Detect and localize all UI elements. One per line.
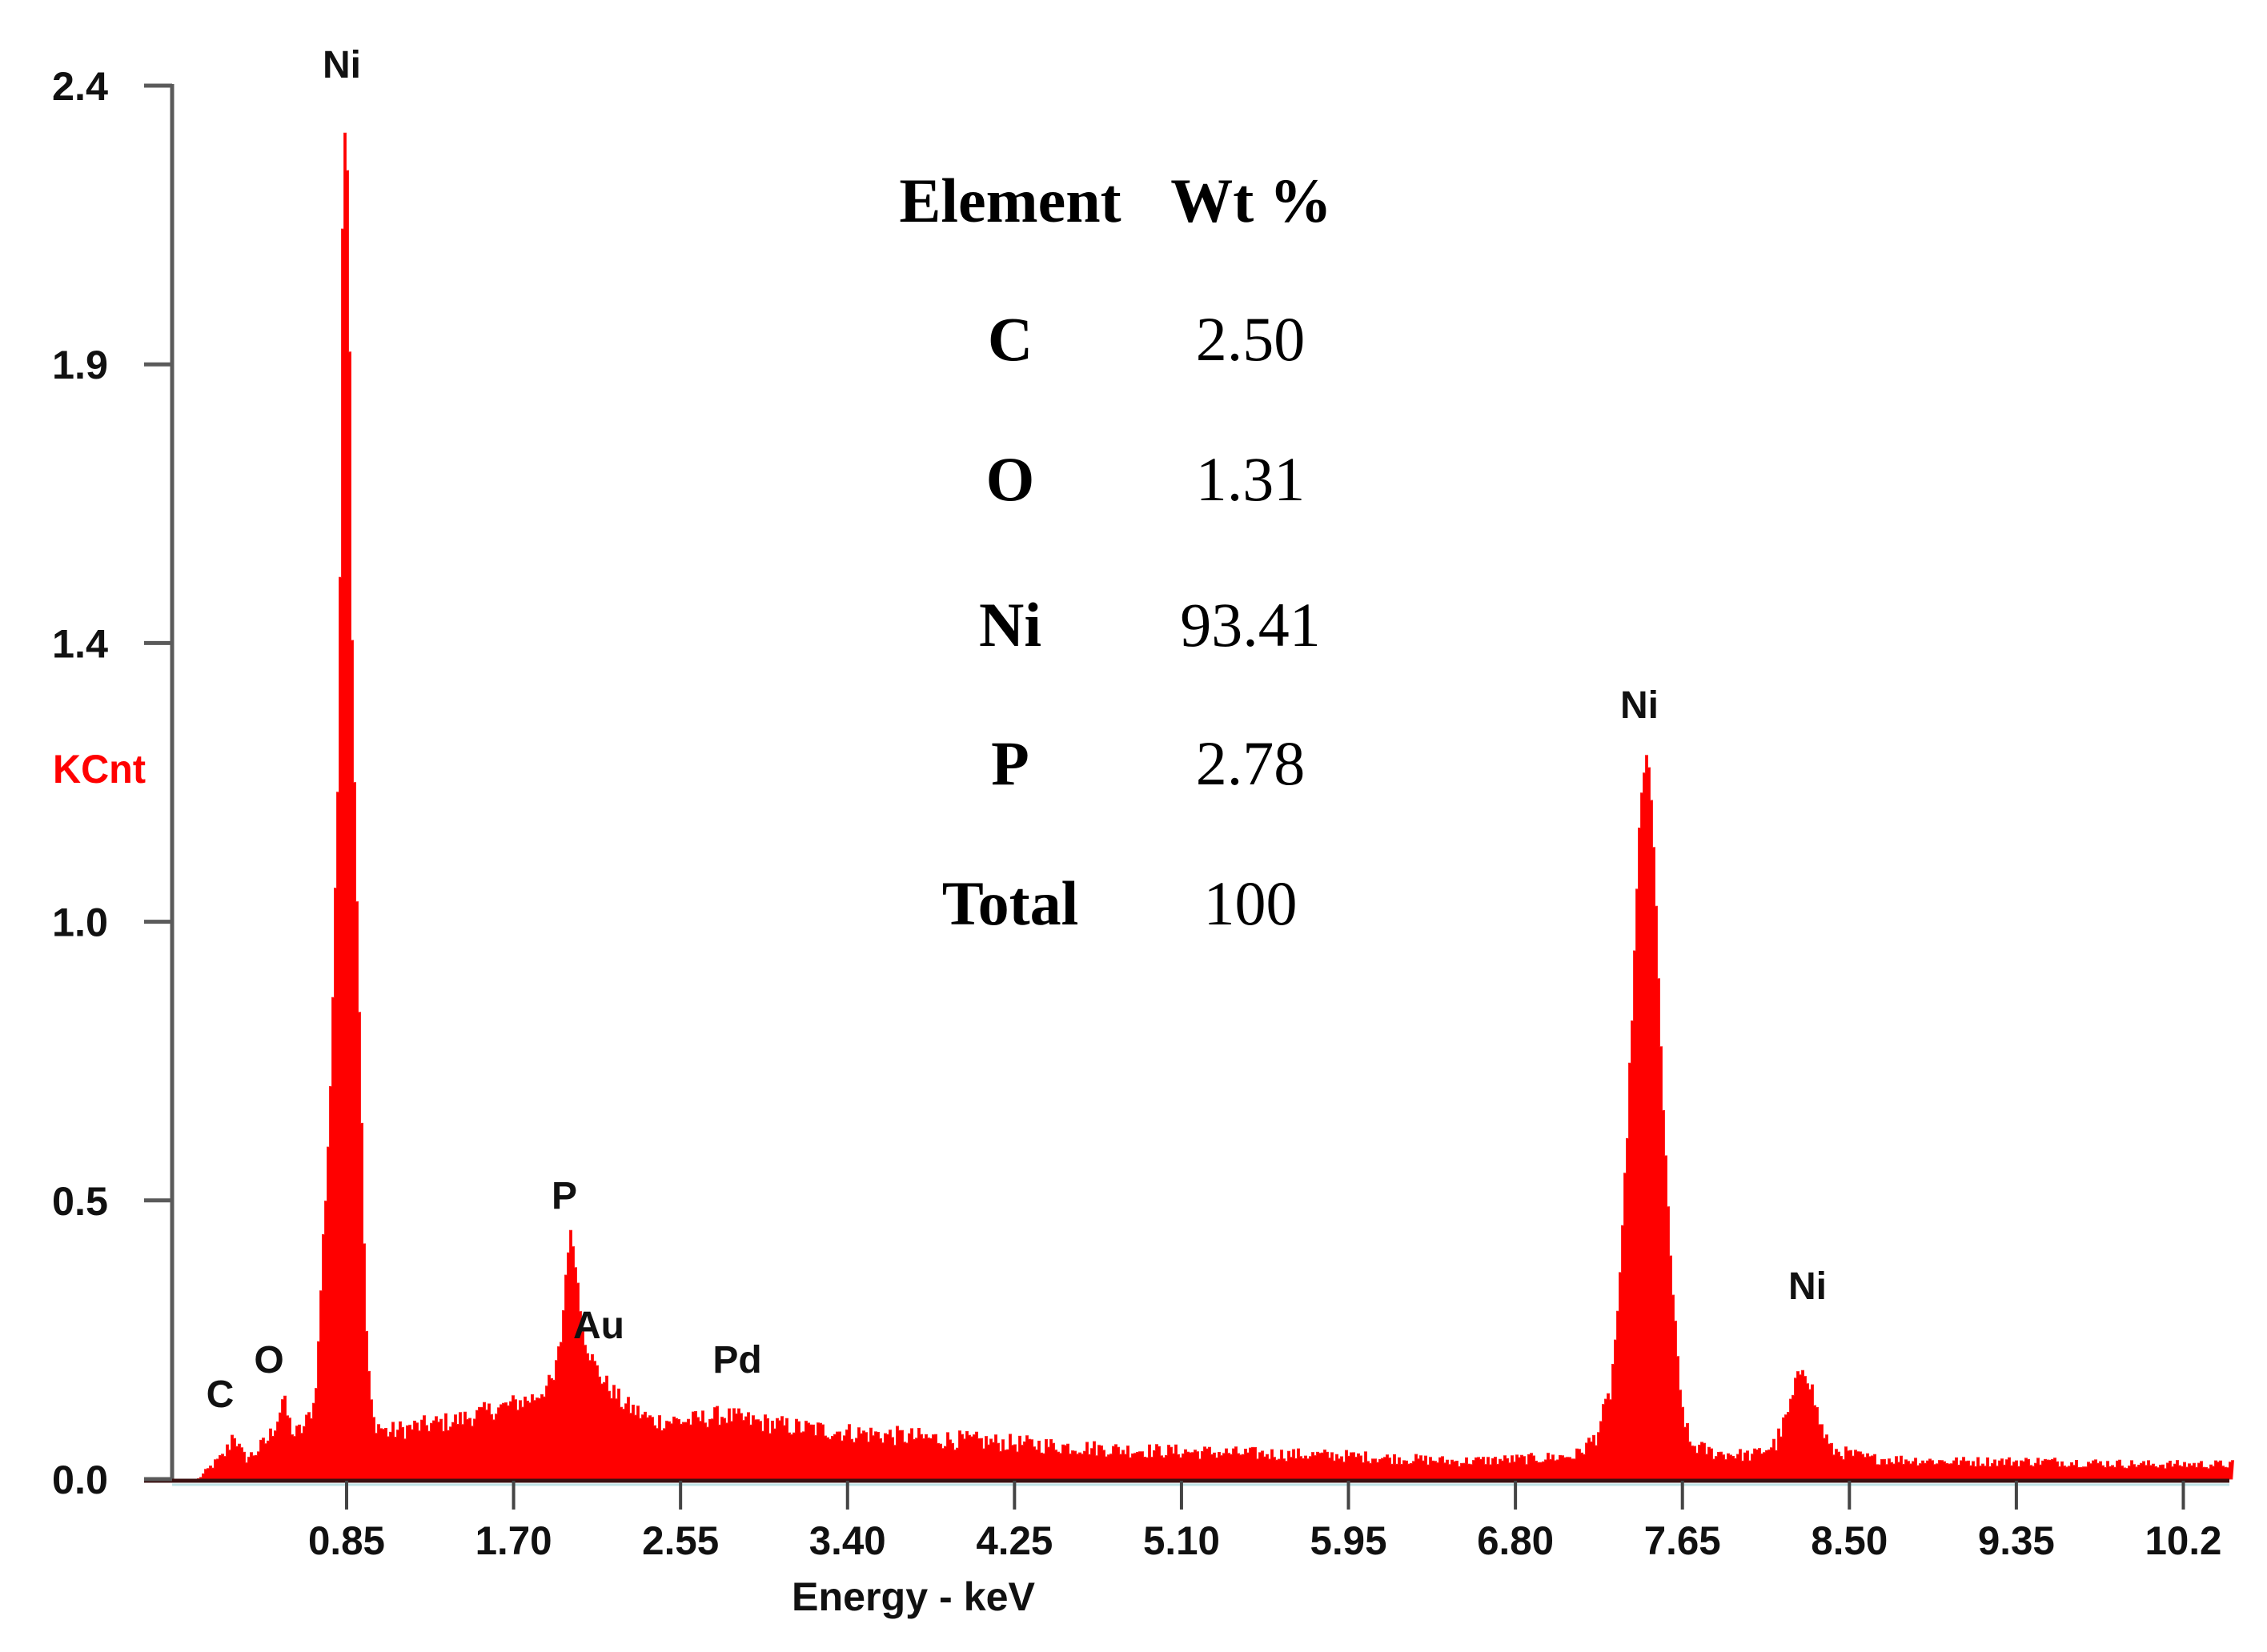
table-row-wt: 1.31 (1196, 444, 1306, 514)
table-row-element: P (991, 728, 1029, 798)
table-row-element: O (986, 444, 1035, 514)
y-ticks: 2.4 1.9 1.4 1.0 0.5 0.0 (52, 64, 172, 1502)
y-axis-label: KCnt (53, 747, 146, 792)
y-tick-label: 1.4 (52, 621, 108, 666)
x-ticks: 0.85 1.70 2.55 3.40 4.25 5.10 5.95 6.80 7.65 8.50… (308, 1481, 2221, 1563)
table-row-wt: 2.78 (1196, 728, 1306, 798)
axes: 2.4 1.9 1.4 1.0 0.5 0.0 0.85 1.70 2.55 3.40 4.25 5… (52, 64, 2229, 1563)
peak-labels: Ni C O P Au Pd Ni Ni (207, 44, 1827, 1416)
peak-label-ni-l: Ni (323, 44, 361, 86)
y-tick-label: 2.4 (52, 64, 108, 109)
table-row-element: Ni (979, 590, 1041, 660)
x-tick-label: 2.55 (642, 1518, 719, 1563)
y-tick-label: 1.9 (52, 343, 108, 387)
x-tick-label: 10.2 (2145, 1518, 2221, 1563)
y-tick-label: 0.5 (52, 1179, 108, 1224)
x-axis-title: Energy - keV (792, 1574, 1036, 1619)
table-header-wt: Wt % (1170, 166, 1331, 235)
x-tick-label: 8.50 (1811, 1518, 1888, 1563)
x-tick-label: 1.70 (475, 1518, 552, 1563)
table-row-element: Total (942, 868, 1079, 938)
peak-label-ni-ka: Ni (1620, 684, 1659, 727)
y-tick-label: 1.0 (52, 900, 108, 945)
peak-label-o: O (254, 1339, 283, 1381)
peak-label-c: C (207, 1373, 235, 1416)
table-row-wt: 2.50 (1196, 304, 1306, 374)
peak-label-pd: Pd (712, 1339, 761, 1381)
peak-label-p: P (552, 1175, 577, 1217)
table-row-wt: 100 (1204, 868, 1298, 938)
peak-label-au: Au (573, 1305, 624, 1347)
y-tick-label: 0.0 (52, 1458, 108, 1502)
x-tick-label: 4.25 (976, 1518, 1053, 1563)
x-tick-label: 6.80 (1477, 1518, 1554, 1563)
spectrum-area (197, 132, 2235, 1480)
table-row-wt: 93.41 (1180, 590, 1321, 660)
x-tick-label: 9.35 (1978, 1518, 2055, 1563)
peak-label-ni-kb: Ni (1788, 1265, 1827, 1308)
x-tick-label: 5.10 (1143, 1518, 1220, 1563)
x-tick-label: 3.40 (809, 1518, 886, 1563)
composition-table: Element Wt % C 2.50 O 1.31 Ni 93.41 P 2.… (899, 166, 1331, 938)
table-row-element: C (988, 304, 1033, 374)
x-tick-label: 0.85 (308, 1518, 385, 1563)
x-tick-label: 7.65 (1644, 1518, 1721, 1563)
x-tick-label: 5.95 (1310, 1518, 1387, 1563)
table-header-element: Element (899, 166, 1121, 235)
